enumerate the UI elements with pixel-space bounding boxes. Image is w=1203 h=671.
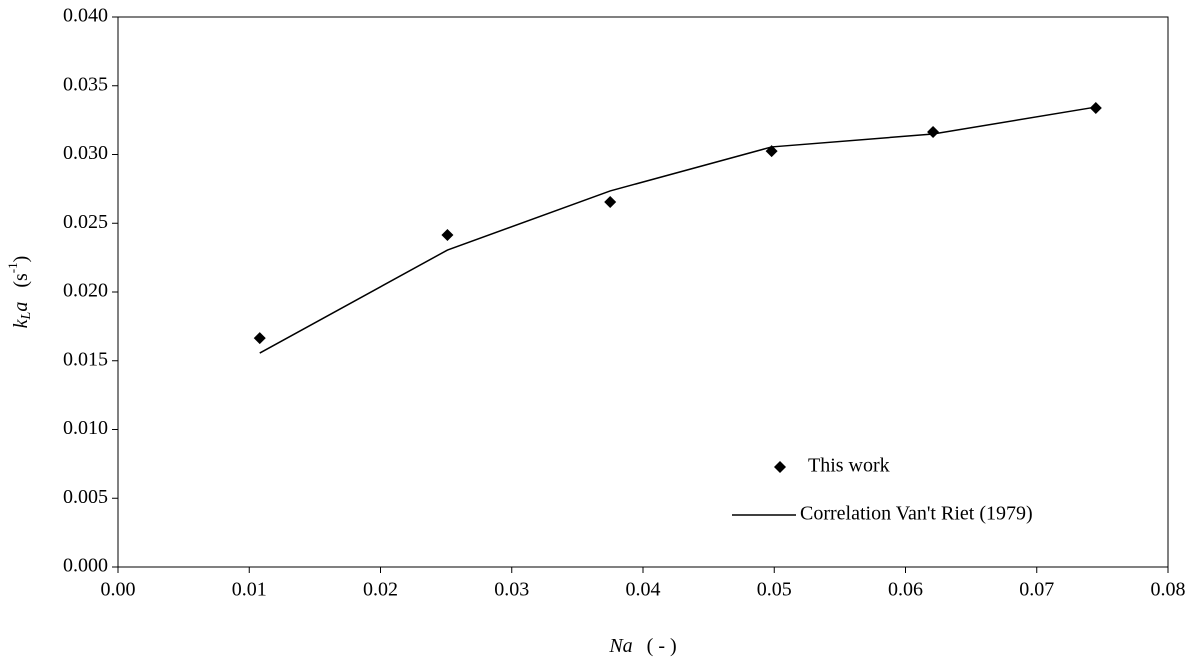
y-label-part: k bbox=[10, 318, 32, 328]
x-tick-label: 0.04 bbox=[626, 579, 661, 601]
y-tick-label: 0.040 bbox=[63, 5, 108, 27]
data-point bbox=[604, 195, 617, 208]
y-label-part: (s bbox=[10, 273, 32, 288]
x-label-part: Na bbox=[608, 635, 632, 657]
x-tick-label: 0.08 bbox=[1151, 579, 1186, 601]
y-label-part: a bbox=[10, 302, 32, 312]
y-tick-label: 0.005 bbox=[63, 486, 108, 508]
plot-frame bbox=[117, 16, 1169, 568]
y-tick-label: 0.035 bbox=[63, 73, 108, 95]
x-tick-label: 0.02 bbox=[363, 579, 398, 601]
data-point bbox=[253, 332, 266, 345]
y-tick-label: 0.025 bbox=[63, 211, 108, 233]
x-tick-label: 0.06 bbox=[888, 579, 923, 601]
y-tick-label: 0.030 bbox=[63, 142, 108, 164]
x-tick-label: 0.05 bbox=[757, 579, 792, 601]
data-line bbox=[259, 106, 1096, 354]
legend-marker bbox=[774, 461, 786, 473]
y-tick-label: 0.015 bbox=[63, 348, 108, 370]
y-label-part: -1 bbox=[5, 262, 20, 273]
y-tick-label: 0.000 bbox=[63, 555, 108, 577]
y-tick-label: 0.020 bbox=[63, 280, 108, 302]
y-tick-label: 0.010 bbox=[63, 417, 108, 439]
x-label-part: ( - ) bbox=[647, 635, 677, 657]
data-point bbox=[1089, 102, 1102, 115]
data-point bbox=[441, 228, 454, 241]
x-tick-label: 0.07 bbox=[1019, 579, 1054, 601]
y-label-part: ) bbox=[10, 256, 32, 263]
y-axis-label: kLa (s-1) bbox=[5, 256, 34, 329]
x-tick-label: 0.01 bbox=[232, 579, 267, 601]
y-label-part: L bbox=[19, 311, 34, 320]
legend-label: Correlation Van't Riet (1979) bbox=[800, 503, 1033, 525]
x-tick-label: 0.03 bbox=[494, 579, 529, 601]
data-point bbox=[927, 125, 940, 138]
legend-label: This work bbox=[808, 455, 890, 477]
x-axis-label: Na ( - ) bbox=[608, 635, 676, 657]
x-tick-label: 0.00 bbox=[101, 579, 136, 601]
